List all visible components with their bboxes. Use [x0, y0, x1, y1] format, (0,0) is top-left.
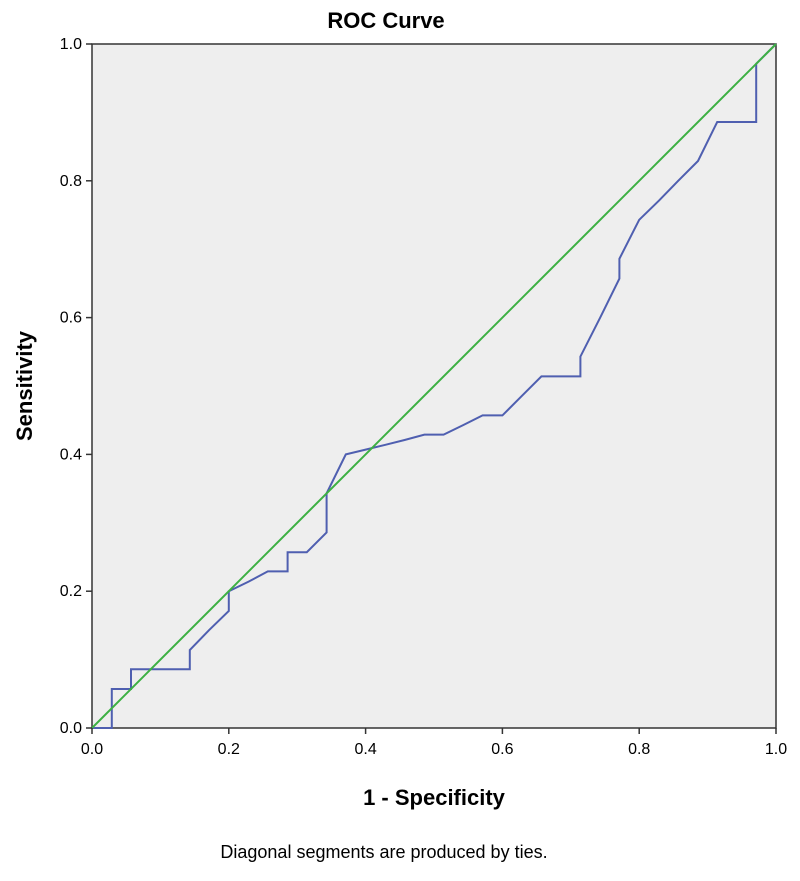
y-tick-label: 0.2 [60, 583, 82, 600]
x-axis-label: 1 - Specificity [363, 785, 506, 810]
reference-diagonal-line [91, 43, 777, 729]
y-axis: 0.0 0.2 0.4 0.6 0.8 1.0 [60, 36, 92, 737]
roc-curve-line [92, 43, 777, 729]
x-tick-label: 1.0 [765, 741, 787, 758]
x-axis: 0.0 0.2 0.4 0.6 0.8 1.0 [81, 728, 787, 758]
x-tick-label: 0.6 [491, 741, 513, 758]
y-tick-label: 1.0 [60, 36, 82, 53]
y-axis-label: Sensitivity [12, 330, 37, 441]
y-tick-label: 0.6 [60, 310, 82, 327]
x-tick-label: 0.8 [628, 741, 650, 758]
footnote: Diagonal segments are produced by ties. [220, 842, 547, 862]
y-tick-label: 0.0 [60, 720, 82, 737]
x-tick-label: 0.2 [218, 741, 240, 758]
x-tick-label: 0.0 [81, 741, 103, 758]
chart-title: ROC Curve [327, 8, 444, 33]
y-tick-label: 0.4 [60, 446, 82, 463]
y-tick-label: 0.8 [60, 173, 82, 190]
x-tick-label: 0.4 [354, 741, 376, 758]
